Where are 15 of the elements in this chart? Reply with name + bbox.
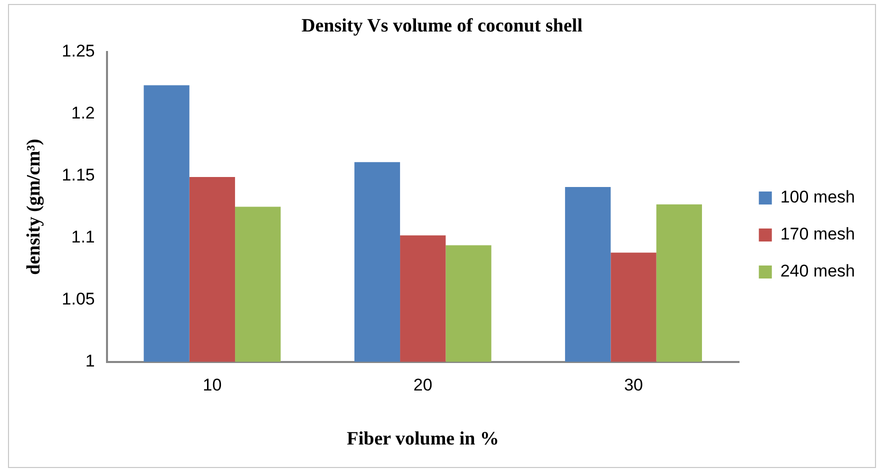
x-tick-label: 10 xyxy=(202,376,222,395)
y-axis-title: density (gm/cm³) xyxy=(23,138,44,275)
x-tick-label: 20 xyxy=(413,376,432,395)
y-tick-label: 1.15 xyxy=(62,165,95,184)
y-tick-label: 1.2 xyxy=(71,103,95,122)
legend-label: 240 mesh xyxy=(780,262,856,281)
x-axis-title: Fiber volume in % xyxy=(346,428,499,450)
y-tick-label: 1.25 xyxy=(62,41,95,60)
legend-label: 100 mesh xyxy=(780,188,856,207)
legend-label: 170 mesh xyxy=(780,224,856,244)
y-tick-label: 1 xyxy=(85,351,95,370)
y-tick-label: 1.1 xyxy=(71,227,95,246)
chart-title: Density Vs volume of coconut shell xyxy=(302,15,582,36)
x-tick-label: 30 xyxy=(624,376,643,395)
y-tick-label: 1.05 xyxy=(62,289,95,308)
